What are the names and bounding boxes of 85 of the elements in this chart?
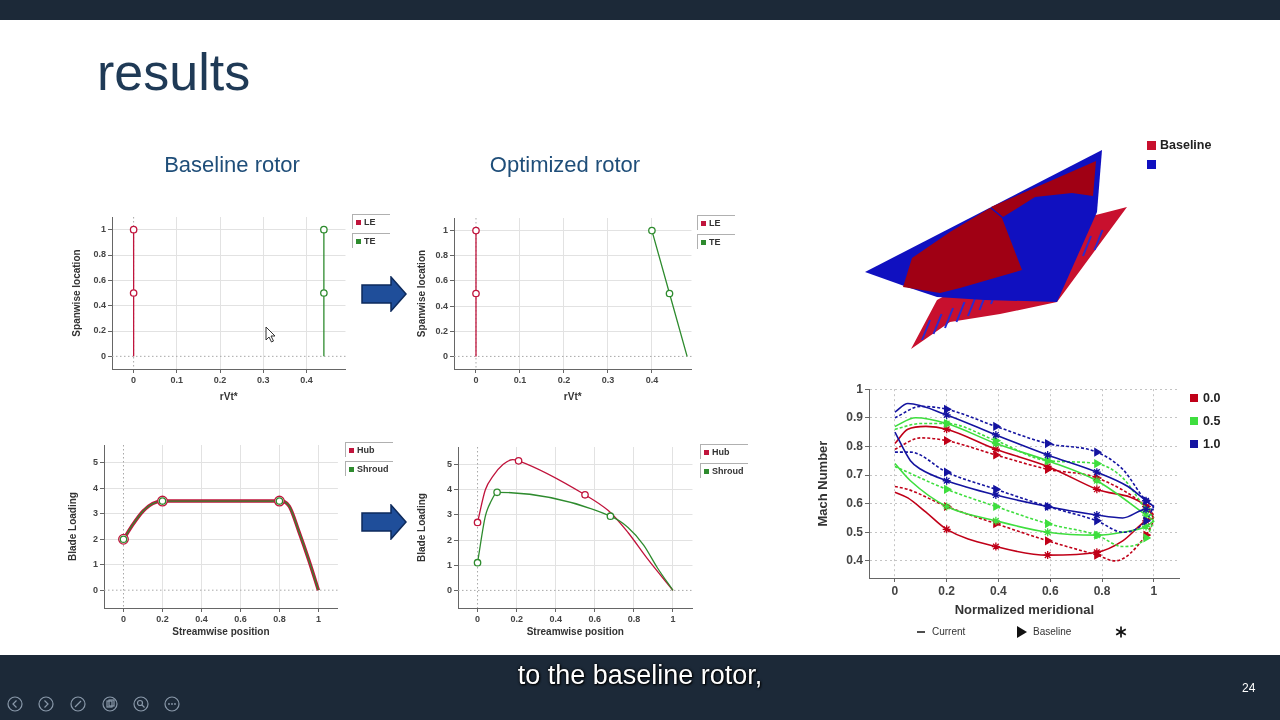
- x-axis-title: Normalized meridional: [954, 601, 1095, 617]
- x-tick-label: 0.4: [645, 374, 659, 385]
- legend-label: Shroud: [357, 464, 389, 474]
- x-tick-label: 0.6: [588, 613, 602, 624]
- x-tick-label: 0: [120, 613, 126, 624]
- y-tick-label: 0.8: [846, 438, 864, 453]
- y-axis-title: Mach Number: [815, 440, 831, 527]
- y-tick-label: 5: [446, 459, 452, 470]
- x-axis-title: Streamwise position: [526, 625, 624, 637]
- x-tick-label: 0.1: [513, 374, 527, 385]
- chart-title: Baseline rotor: [164, 152, 300, 178]
- x-tick-label: 0.6: [1041, 583, 1059, 598]
- y-tick-label: 3: [446, 509, 452, 520]
- x-axis-title: rVt*: [563, 390, 582, 402]
- x-tick-label: 0.8: [1093, 583, 1111, 598]
- y-tick-label: 0.8: [435, 250, 448, 261]
- x-tick-label: 0.2: [213, 374, 227, 385]
- x-tick-label: 1: [315, 613, 321, 624]
- x-tick-label: 0.2: [938, 583, 956, 598]
- y-axis-title: Blade Loading: [415, 493, 427, 562]
- x-tick-label: 0: [891, 583, 899, 598]
- x-axis-title: Streamwise position: [172, 625, 270, 637]
- x-tick-label: 0: [131, 374, 137, 385]
- category-label: Baseline: [1160, 138, 1212, 152]
- x-tick-label: 0.3: [601, 374, 615, 385]
- x-tick-label: 0.2: [510, 613, 523, 624]
- y-tick-label: 1: [100, 224, 106, 235]
- y-tick-label: 2: [446, 534, 452, 545]
- y-tick-label: 4: [92, 482, 98, 493]
- y-axis-title: Spanwise location: [70, 249, 82, 337]
- text: to the baseline rotor,: [517, 659, 763, 691]
- y-tick-label: 0: [100, 350, 106, 361]
- legend-label: TE: [709, 237, 721, 247]
- legend-label: LE: [364, 217, 376, 227]
- y-tick-label: 0.4: [846, 553, 864, 568]
- x-tick-label: 0.6: [234, 613, 247, 624]
- y-tick-label: 1: [446, 559, 452, 570]
- text: 24: [1242, 681, 1256, 695]
- y-tick-label: 0.6: [93, 274, 106, 285]
- y-tick-label: 0.5: [846, 524, 864, 539]
- y-tick-label: 0.2: [93, 325, 106, 336]
- x-tick-label: 0: [473, 374, 479, 385]
- x-tick-label: 0.4: [549, 613, 562, 624]
- x-tick-label: 0.2: [557, 374, 571, 385]
- legend-label: 0.5: [1203, 413, 1221, 428]
- x-tick-label: 0: [475, 613, 481, 624]
- x-tick-label: 0.1: [170, 374, 184, 385]
- y-tick-label: 1: [442, 225, 448, 236]
- chart-title: Optimized rotor: [489, 152, 641, 178]
- y-tick-label: 0.4: [93, 300, 106, 311]
- y-tick-label: 0.2: [435, 325, 448, 336]
- y-tick-label: 0.6: [435, 275, 448, 286]
- y-tick-label: 4: [446, 484, 452, 495]
- legend-label: 1.0: [1203, 436, 1221, 451]
- x-tick-label: 0.8: [627, 613, 641, 624]
- y-tick-label: 0.7: [846, 467, 864, 482]
- y-tick-label: 0.9: [846, 410, 864, 425]
- x-tick-label: 0.2: [156, 613, 169, 624]
- y-axis-title: Spanwise location: [415, 249, 427, 338]
- y-tick-label: 0.6: [846, 495, 864, 510]
- x-tick-label: 0.8: [273, 613, 286, 624]
- x-tick-label: 0.4: [195, 613, 208, 624]
- y-tick-label: 0: [442, 350, 448, 361]
- x-tick-label: 1: [670, 613, 676, 624]
- legend-label: Hub: [712, 447, 730, 457]
- text: Baseline: [1033, 626, 1072, 638]
- y-axis-title: Blade Loading: [66, 492, 78, 561]
- legend-label: Hub: [357, 445, 375, 455]
- legend-label: Shroud: [712, 466, 744, 476]
- legend-label: 0.0: [1203, 390, 1221, 405]
- y-tick-label: 5: [92, 457, 98, 468]
- y-tick-label: 2: [92, 533, 98, 544]
- x-tick-label: 1: [1150, 583, 1158, 598]
- y-tick-label: 0.4: [435, 300, 448, 311]
- legend-label: TE: [364, 236, 376, 246]
- text: Current: [932, 626, 966, 638]
- y-tick-label: 3: [92, 508, 98, 519]
- x-axis-title: rVt*: [219, 390, 238, 402]
- y-tick-label: 1: [92, 559, 98, 570]
- x-tick-label: 0.3: [257, 374, 270, 385]
- legend-label: LE: [709, 218, 721, 228]
- y-tick-label: 0.8: [93, 249, 106, 260]
- x-tick-label: 0.4: [990, 583, 1008, 598]
- text: results: [97, 42, 251, 103]
- x-tick-label: 0.4: [300, 374, 313, 385]
